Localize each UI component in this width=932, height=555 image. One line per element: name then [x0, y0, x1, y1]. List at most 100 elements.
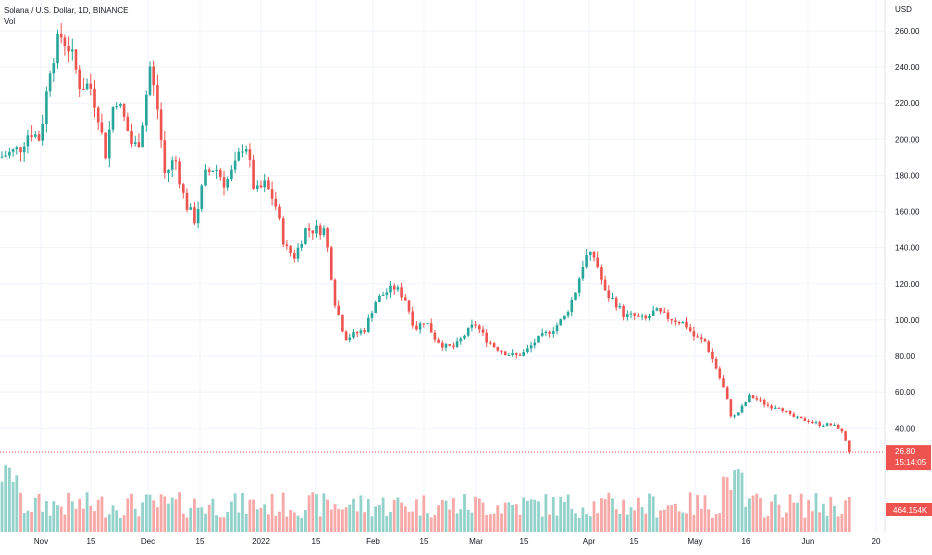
volume-bar — [807, 499, 810, 532]
volume-bar — [363, 512, 366, 532]
candle-body — [485, 332, 488, 343]
volume-bar — [374, 506, 378, 532]
volume-bar — [15, 475, 19, 532]
volume-bar — [189, 507, 193, 532]
volume-bar — [215, 515, 218, 532]
volume-bar — [315, 494, 318, 532]
candle-body — [0, 156, 4, 158]
candle-body — [111, 106, 115, 130]
volume-bar — [722, 476, 725, 532]
volume-bar — [514, 504, 518, 532]
volume-bar — [437, 505, 440, 532]
volume-bar — [533, 499, 537, 532]
chart-legend: Solana / U.S. Dollar, 1D, BINANCE Vol — [4, 5, 129, 27]
candle-body — [622, 306, 625, 318]
volume-bar — [555, 515, 559, 532]
volume-bar — [348, 504, 352, 532]
volume-bar — [82, 508, 85, 532]
candle-body — [37, 134, 41, 141]
volume-bar — [267, 514, 270, 532]
candle-body — [452, 345, 455, 347]
candle-body — [592, 251, 596, 258]
volume-bar — [625, 514, 629, 532]
candle-body — [363, 330, 366, 332]
volume-bar — [218, 517, 222, 532]
candle-body — [426, 323, 429, 325]
candle-body — [437, 339, 440, 343]
candle-body — [178, 161, 181, 185]
volume-bar — [507, 502, 511, 532]
candle-body — [581, 266, 585, 279]
candle-body — [433, 332, 437, 340]
candle-body — [274, 198, 278, 207]
candle-body — [481, 329, 485, 333]
candle-body — [840, 428, 844, 432]
candle-body — [326, 228, 329, 248]
candle-body — [115, 106, 118, 108]
volume-bar — [296, 515, 300, 532]
candle-body — [100, 122, 104, 133]
volume-bar — [278, 511, 281, 532]
volume-bar — [459, 509, 463, 532]
volume-bar — [193, 498, 196, 532]
volume-bar — [666, 505, 670, 532]
candle-body — [392, 285, 396, 290]
candle-body — [170, 160, 174, 170]
candle-body — [96, 107, 100, 123]
candle-body — [207, 169, 211, 172]
volume-bar — [274, 515, 278, 532]
volume-bar — [63, 514, 67, 532]
candle-body — [574, 292, 577, 300]
volume-bar — [11, 481, 15, 532]
candle-body — [478, 325, 481, 330]
candle-body — [577, 278, 581, 293]
volume-bar — [78, 498, 82, 532]
candle-body — [285, 244, 289, 247]
volume-bar — [766, 516, 770, 532]
price-tick-label: 240.00 — [895, 63, 920, 72]
candle-body — [52, 63, 56, 74]
volume-bar — [211, 498, 215, 532]
candle-body — [263, 180, 266, 188]
volume-bar — [829, 496, 833, 532]
candle-body — [200, 185, 204, 209]
candle-body — [248, 149, 252, 160]
candle-body — [122, 103, 126, 117]
candle-body — [74, 49, 78, 70]
candle-body — [681, 321, 685, 324]
volume-bar — [281, 492, 285, 532]
volume-bar — [762, 517, 766, 532]
last-price-value: 26.80 — [895, 447, 916, 456]
price-tick-label: 40.00 — [895, 424, 916, 433]
volume-bar — [481, 502, 485, 532]
volume-bar — [259, 507, 263, 532]
candle-body — [11, 149, 15, 152]
candle-body — [474, 324, 477, 326]
volume-bar — [196, 507, 200, 532]
candle-body — [30, 135, 33, 137]
volume-bar — [470, 512, 474, 532]
candle-body — [352, 332, 355, 338]
candle-body — [126, 116, 130, 132]
volume-bar — [633, 510, 637, 532]
volume-bar — [204, 513, 207, 532]
candle-body — [330, 247, 333, 280]
volume-bar — [333, 504, 337, 532]
candle-body — [59, 33, 63, 38]
candle-body — [633, 313, 636, 316]
candle-body — [259, 185, 263, 188]
time-tick-label: 20 — [872, 537, 881, 546]
candle-body — [385, 292, 389, 296]
volume-bar — [311, 492, 315, 532]
candle-body — [48, 73, 52, 92]
volume-bar — [574, 513, 577, 532]
volume-bar — [285, 516, 289, 532]
candle-body — [34, 134, 37, 137]
volume-bar — [455, 513, 459, 532]
volume-bar — [500, 513, 503, 532]
volume-bar — [611, 498, 614, 532]
candle-body — [507, 354, 511, 356]
candle-body — [407, 300, 411, 312]
